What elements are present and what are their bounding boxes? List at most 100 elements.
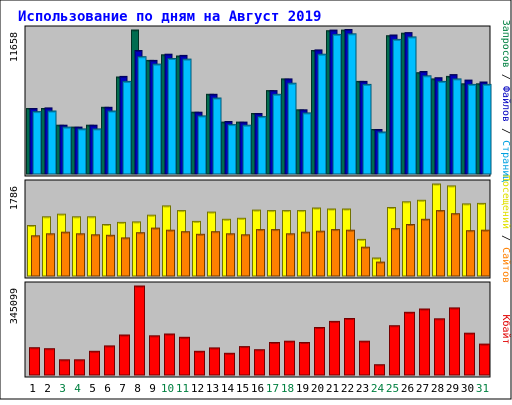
x-tick-label: 3	[59, 382, 66, 395]
x-tick-label: 16	[251, 382, 264, 395]
bar	[374, 364, 385, 376]
x-tick-label: 30	[461, 382, 474, 395]
bar	[346, 229, 355, 277]
bar	[332, 33, 342, 175]
x-tick-label: 22	[341, 382, 354, 395]
bar	[166, 229, 175, 277]
bar	[391, 228, 400, 277]
x-tick-label: 9	[149, 382, 156, 395]
x-tick-label: 5	[89, 382, 96, 395]
x-tick-label: 2	[44, 382, 51, 395]
bar	[107, 110, 117, 175]
bar	[286, 233, 295, 277]
x-tick-label: 17	[266, 382, 279, 395]
bar	[272, 93, 282, 175]
legend-entry: Посещений	[500, 175, 512, 229]
bar	[316, 230, 325, 277]
bar	[436, 210, 445, 277]
bar	[196, 233, 205, 277]
bar	[464, 332, 475, 376]
bar	[421, 218, 430, 277]
bar	[209, 347, 220, 376]
x-tick-label: 19	[296, 382, 309, 395]
legend-entry: Сайтов	[500, 247, 512, 283]
x-tick-label: 15	[236, 382, 249, 395]
x-tick-label: 28	[431, 382, 444, 395]
panel-visits: 1786 Посещений / Сайтов	[9, 175, 512, 283]
series-legend: Запросов / Файлов / Страниц	[500, 20, 512, 183]
bar	[451, 213, 460, 277]
series-legend: Кбайт	[500, 314, 512, 344]
bar	[479, 343, 490, 376]
bar	[284, 340, 295, 376]
series-Кбайт	[29, 285, 490, 376]
bar	[344, 318, 355, 376]
bar	[434, 318, 445, 376]
bar	[419, 308, 430, 376]
x-tick-label: 13	[206, 382, 219, 395]
bar	[77, 128, 87, 175]
x-tick-label: 23	[356, 382, 369, 395]
panels: 11658 Запросов / Файлов / Страниц 1786 Посе…	[9, 20, 512, 378]
bar	[62, 126, 72, 175]
legend-entry: /	[500, 122, 511, 140]
bar	[329, 320, 340, 376]
x-tick-label: 24	[371, 382, 385, 395]
bar	[134, 285, 145, 376]
bar	[46, 233, 55, 277]
x-tick-label: 21	[326, 382, 339, 395]
bar	[254, 349, 265, 376]
bar	[121, 237, 130, 277]
bar	[377, 131, 387, 175]
bar	[269, 342, 280, 376]
bar	[89, 350, 100, 376]
bar	[302, 112, 312, 175]
x-tick-label: 11	[176, 382, 189, 395]
bar	[151, 227, 160, 277]
y-max-label: 345099	[9, 288, 20, 324]
bar	[361, 246, 370, 277]
bar	[271, 229, 280, 277]
x-tick-label: 29	[446, 382, 459, 395]
bar	[227, 124, 237, 175]
bar	[301, 231, 310, 277]
bar	[122, 80, 132, 175]
bar	[31, 235, 40, 277]
bar	[404, 311, 415, 376]
bar	[317, 53, 327, 175]
bar	[437, 80, 447, 175]
panel-requests: 11658 Запросов / Файлов / Страниц	[9, 20, 512, 183]
bar	[167, 58, 177, 175]
bar	[32, 111, 42, 175]
legend-entry: Запросов	[500, 20, 511, 68]
bar	[389, 325, 400, 376]
x-axis-labels: 1 2 3 4 5 6 7 8 9 10 11 12 13 14 15 16 17 18 19 20 21 22 23 24 2…	[29, 382, 489, 395]
series-legend: Посещений / Сайтов	[500, 175, 512, 283]
bar	[466, 230, 475, 277]
x-tick-label: 4	[74, 382, 81, 395]
bar	[212, 97, 222, 175]
series-Страниц	[32, 33, 492, 175]
bar	[376, 261, 385, 277]
bar	[314, 327, 325, 376]
x-tick-label: 7	[119, 382, 126, 395]
bar	[197, 115, 207, 175]
bar	[407, 36, 417, 175]
bar	[149, 335, 160, 376]
bar	[241, 234, 250, 277]
bar	[392, 38, 402, 175]
bar	[136, 232, 145, 277]
bar	[257, 116, 267, 175]
bar	[179, 336, 190, 376]
x-tick-label: 27	[416, 382, 429, 395]
x-tick-label: 6	[104, 382, 111, 395]
x-tick-label: 8	[134, 382, 141, 395]
bar	[287, 82, 297, 175]
y-max-label: 11658	[9, 32, 20, 62]
bar	[74, 359, 85, 376]
bar	[242, 124, 252, 175]
bar	[406, 224, 415, 277]
bar	[331, 229, 340, 277]
